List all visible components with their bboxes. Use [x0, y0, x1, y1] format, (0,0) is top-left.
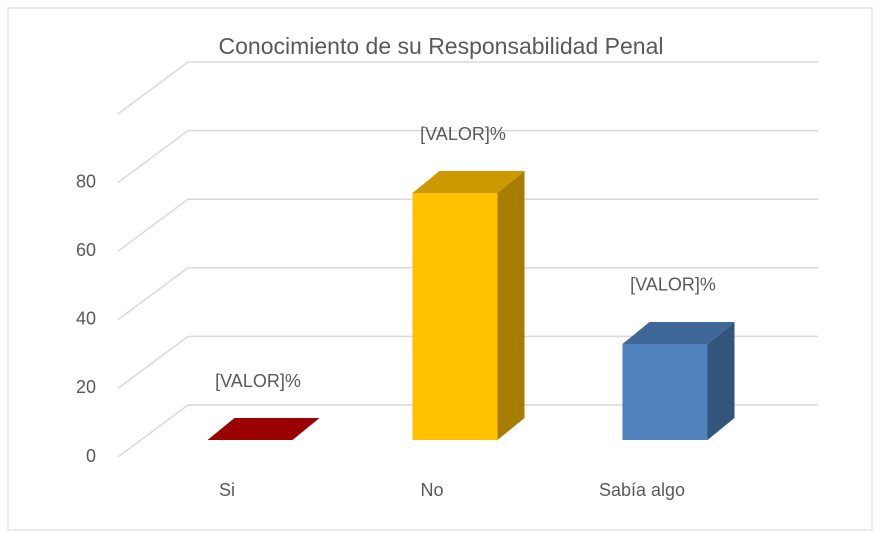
- x-tick-label: Sabía algo: [599, 480, 685, 500]
- bar-front: [622, 343, 708, 440]
- bar-top: [622, 321, 735, 344]
- y-tick-label: 40: [76, 309, 96, 329]
- data-label: [VALOR]%: [215, 371, 301, 391]
- x-tick-label: Si: [219, 480, 235, 500]
- bar: [622, 321, 735, 440]
- bar: [207, 418, 320, 440]
- bar-top: [207, 418, 320, 440]
- bar-front: [412, 193, 498, 440]
- grid-line: [117, 61, 818, 115]
- y-tick-label: 20: [76, 377, 96, 397]
- grid-line: [117, 198, 818, 252]
- data-label: [VALOR]%: [630, 275, 716, 295]
- grid-line: [117, 129, 818, 184]
- chart-title: Conocimiento de su Responsabilidad Penal: [219, 33, 664, 59]
- grid-line: [117, 404, 818, 458]
- bar-top: [412, 171, 525, 194]
- bar-side: [707, 321, 735, 440]
- y-tick-label: 60: [76, 240, 96, 260]
- bar-side: [497, 171, 525, 441]
- grid-line: [117, 267, 818, 321]
- x-tick-label: No: [420, 480, 443, 500]
- data-label: [VALOR]%: [420, 124, 506, 144]
- y-tick-label: 0: [86, 446, 96, 466]
- grid-line: [117, 335, 818, 390]
- bar: [412, 171, 525, 441]
- y-tick-label: 80: [76, 171, 96, 191]
